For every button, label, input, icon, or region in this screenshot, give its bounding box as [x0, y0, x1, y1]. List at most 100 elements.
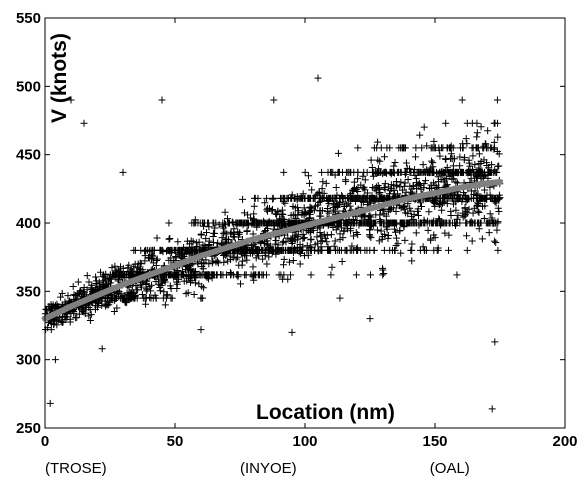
data-point [475, 225, 483, 233]
data-point [128, 293, 136, 301]
data-point [381, 153, 389, 161]
data-point [202, 256, 210, 264]
data-point [442, 156, 450, 164]
data-point [381, 180, 389, 188]
data-point [296, 260, 304, 268]
data-point [282, 238, 290, 246]
data-point [275, 271, 283, 279]
data-point [386, 144, 394, 152]
data-point [446, 172, 454, 180]
data-point [477, 194, 485, 202]
data-point [47, 301, 55, 309]
data-point [474, 207, 482, 215]
data-point [138, 291, 146, 299]
data-point [163, 291, 171, 299]
data-point [427, 144, 435, 152]
data-point [361, 176, 369, 184]
data-point [332, 194, 340, 202]
x-axis-title: Location (nm) [256, 401, 395, 424]
data-point [227, 271, 235, 279]
data-point [336, 246, 344, 254]
data-point [494, 133, 502, 141]
data-point [407, 246, 415, 254]
data-point [222, 220, 230, 228]
data-point [58, 289, 66, 297]
data-point [79, 288, 87, 296]
data-point [494, 204, 502, 212]
data-point [252, 254, 260, 262]
data-point [268, 207, 276, 215]
data-point [306, 243, 314, 251]
data-point [166, 235, 174, 243]
data-point [461, 154, 469, 162]
data-point [336, 235, 344, 243]
data-point [156, 246, 164, 254]
data-point [419, 161, 427, 169]
data-point [335, 201, 343, 209]
data-point [392, 228, 400, 236]
data-point [494, 162, 502, 170]
data-point [413, 184, 421, 192]
data-point [112, 267, 120, 275]
data-point [334, 149, 342, 157]
data-point [323, 205, 331, 213]
data-point [373, 226, 381, 234]
data-point [87, 311, 95, 319]
data-point [374, 165, 382, 173]
data-point [354, 187, 362, 195]
data-point [86, 316, 94, 324]
data-point [367, 271, 375, 279]
data-point [131, 260, 139, 268]
data-point [401, 236, 409, 244]
data-point [266, 242, 274, 250]
data-point [392, 208, 400, 216]
data-point [302, 210, 310, 218]
data-point [66, 318, 74, 326]
data-point [323, 231, 331, 239]
data-point [261, 199, 269, 207]
data-point [347, 168, 355, 176]
data-point [467, 168, 475, 176]
x-tick-label: 50 [167, 433, 184, 450]
data-point [428, 157, 436, 165]
data-point [473, 129, 481, 137]
data-point [300, 211, 308, 219]
data-point [197, 230, 205, 238]
data-point [285, 258, 293, 266]
data-point [279, 261, 287, 269]
x-tick-label: 0 [41, 433, 49, 450]
data-point [308, 186, 316, 194]
data-point [117, 290, 125, 298]
data-point [289, 248, 297, 256]
data-point [434, 246, 442, 254]
data-point [417, 168, 425, 176]
data-point [176, 246, 184, 254]
data-point [304, 227, 312, 235]
data-point [442, 119, 450, 127]
data-point [437, 200, 445, 208]
data-point [442, 193, 450, 201]
data-point [420, 180, 428, 188]
data-point [304, 172, 312, 180]
data-point [249, 263, 257, 271]
data-point [483, 159, 491, 167]
data-point [462, 135, 470, 143]
data-point [339, 234, 347, 242]
data-point [478, 235, 486, 243]
data-point [202, 235, 210, 243]
data-point [92, 273, 100, 281]
data-point [416, 131, 424, 139]
data-point [329, 199, 337, 207]
data-point [402, 188, 410, 196]
data-point [418, 144, 426, 152]
data-point [459, 144, 467, 152]
data-point [277, 215, 285, 223]
data-point [382, 168, 390, 176]
data-point [83, 272, 91, 280]
data-point [291, 232, 299, 240]
data-point [263, 260, 271, 268]
data-point [160, 271, 168, 279]
data-point [179, 271, 187, 279]
data-point [265, 253, 273, 261]
data-point [179, 267, 187, 275]
